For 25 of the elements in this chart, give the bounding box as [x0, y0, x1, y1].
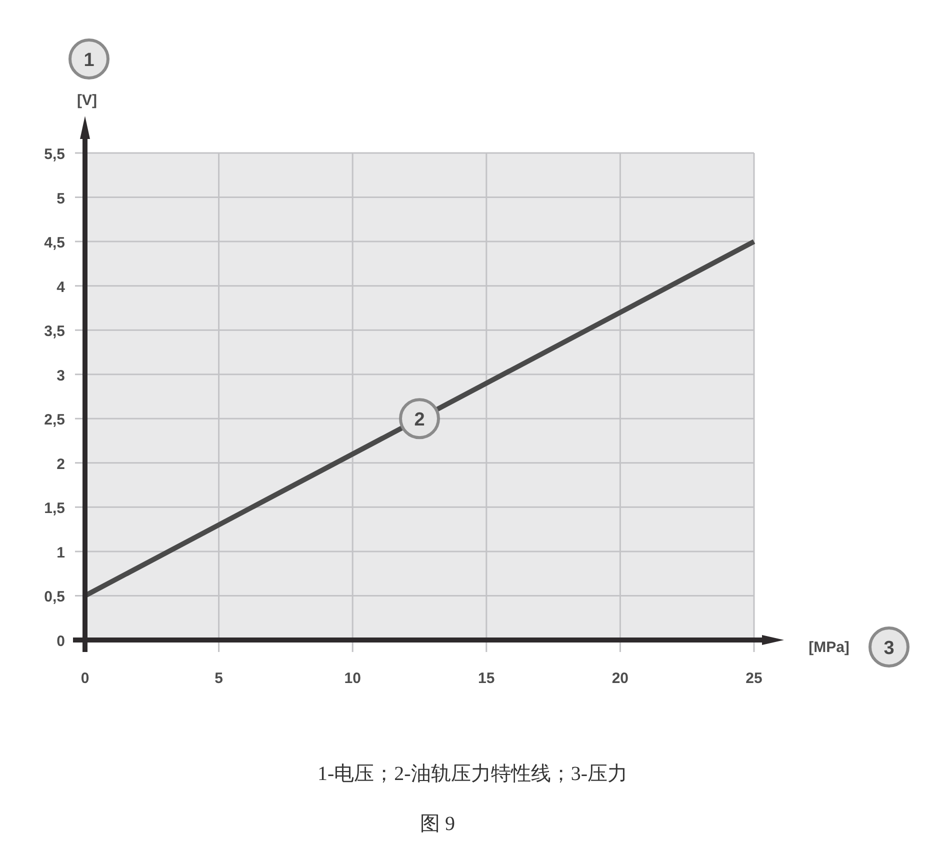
x-axis-title: [MPa]: [808, 639, 850, 656]
y-tick-label: 5,5: [44, 146, 65, 163]
y-tick-label: 3: [56, 367, 65, 384]
x-tick-label: 20: [612, 670, 629, 687]
y-tick-label: 2,5: [44, 412, 65, 429]
text: 1-电压；2-油轨压力特性线；3-压力: [318, 763, 628, 785]
y-tick-label: 4: [56, 278, 66, 296]
y-tick-label: 0,5: [44, 588, 65, 606]
y-tick-label: 1,5: [44, 500, 65, 518]
y-tick-label: 5: [56, 190, 65, 208]
badge: 3: [868, 626, 910, 668]
x-tick-label: 0: [80, 670, 90, 687]
x-tick-label: 25: [746, 670, 762, 687]
y-tick-label: 3,5: [44, 323, 65, 340]
y-tick-label: 4,5: [44, 234, 65, 252]
x-tick-label: 10: [344, 670, 361, 687]
x-tick-label: 15: [478, 670, 495, 687]
y-axis-title: [V]: [77, 92, 97, 109]
badge: 1: [68, 38, 110, 80]
x-tick-label: 5: [214, 670, 223, 687]
y-tick-label: 0: [56, 633, 65, 650]
annotation: 2: [414, 410, 425, 431]
y-tick-label: 2: [56, 456, 65, 473]
caption: 图 9: [420, 813, 455, 835]
y-tick-label: 1: [56, 544, 65, 562]
